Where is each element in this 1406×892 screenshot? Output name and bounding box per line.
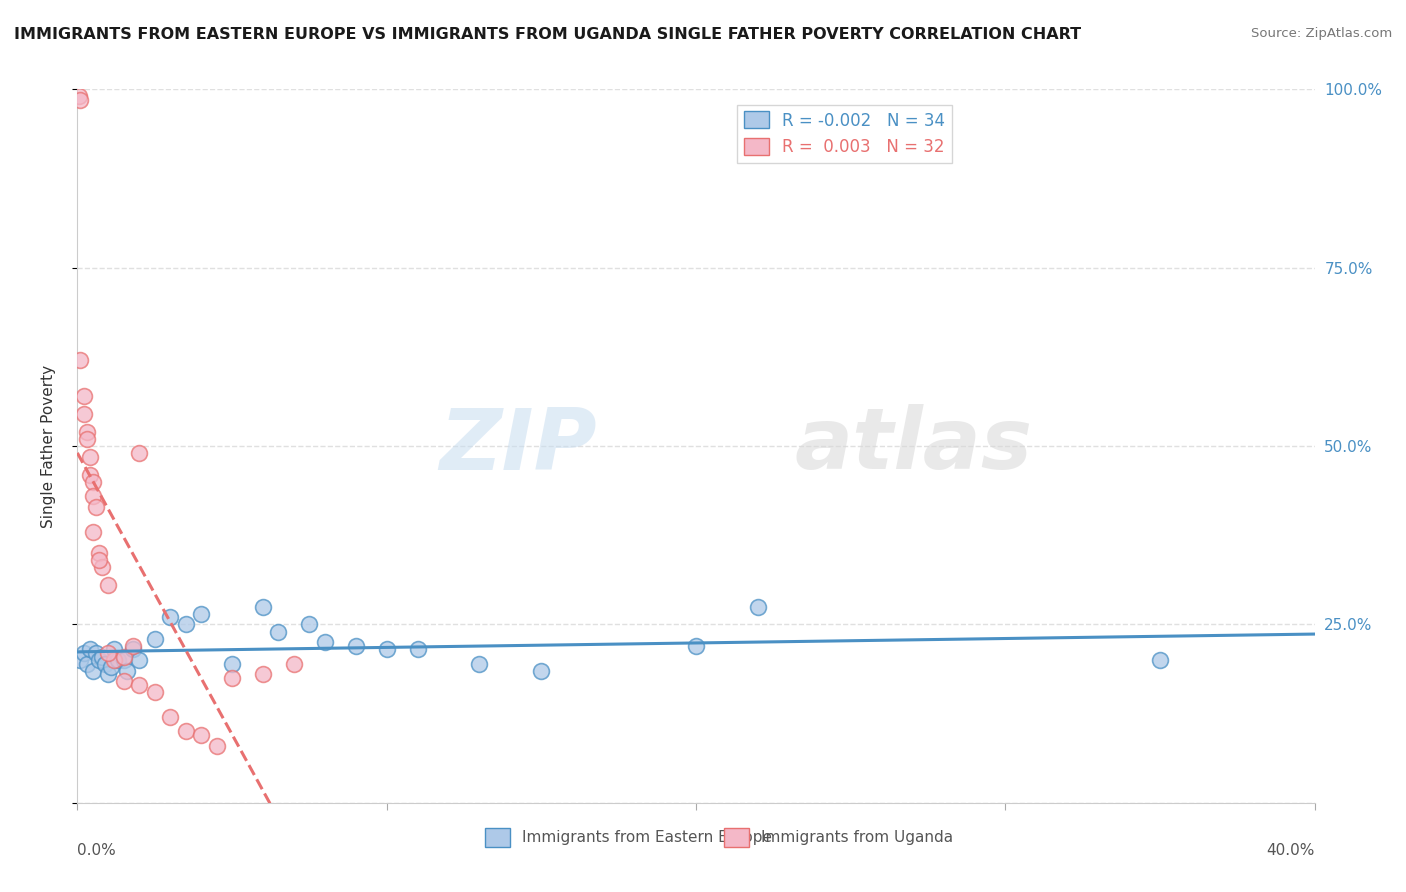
Point (298, 617, 321, 632)
Point (174, 617, 197, 632)
Point (190, 728, 212, 742)
Point (143, 685, 166, 699)
Point (69, 93, 91, 107)
Point (97, 646, 120, 660)
Point (82, 489, 104, 503)
Point (79, 467, 101, 482)
Point (82, 524, 104, 539)
Point (84, 500, 107, 514)
Point (103, 653, 125, 667)
Text: 0.0%: 0.0% (77, 843, 117, 858)
Legend: R = -0.002   N = 34, R =  0.003   N = 32: R = -0.002 N = 34, R = 0.003 N = 32 (737, 104, 952, 162)
Point (1149, 653, 1171, 667)
Text: Source: ZipAtlas.com: Source: ZipAtlas.com (1251, 27, 1392, 40)
Point (122, 639, 145, 653)
Point (205, 739, 228, 753)
Point (72, 646, 94, 660)
Text: IMMIGRANTS FROM EASTERN EUROPE VS IMMIGRANTS FROM UGANDA SINGLE FATHER POVERTY C: IMMIGRANTS FROM EASTERN EUROPE VS IMMIGR… (14, 27, 1081, 42)
Point (91, 560, 114, 574)
Text: 40.0%: 40.0% (1267, 843, 1315, 858)
Point (115, 664, 138, 678)
Point (221, 671, 243, 685)
Point (82, 664, 104, 678)
Point (79, 450, 101, 464)
Point (530, 664, 553, 678)
Point (112, 674, 135, 689)
Point (128, 678, 150, 692)
Point (314, 635, 336, 649)
Point (128, 653, 150, 667)
Point (72, 389, 94, 403)
Point (406, 642, 429, 657)
Point (159, 710, 181, 724)
Point (103, 642, 125, 657)
Point (344, 639, 367, 653)
Point (87, 546, 110, 560)
Point (122, 642, 145, 657)
Point (159, 610, 181, 624)
Point (69, 353, 91, 368)
Text: Immigrants from Eastern Europe: Immigrants from Eastern Europe (522, 830, 772, 845)
Point (221, 657, 243, 671)
Y-axis label: Single Father Poverty: Single Father Poverty (42, 365, 56, 527)
Point (76, 432, 98, 446)
Point (468, 657, 491, 671)
Point (87, 553, 110, 567)
Point (252, 667, 274, 681)
Point (685, 639, 707, 653)
Text: atlas: atlas (794, 404, 1033, 488)
Point (267, 624, 290, 639)
Point (375, 642, 398, 657)
Point (76, 425, 98, 439)
Point (76, 657, 98, 671)
Point (112, 653, 135, 667)
Point (174, 724, 197, 739)
Point (747, 599, 769, 614)
Point (143, 632, 166, 646)
Point (67, 89, 90, 103)
Point (97, 578, 120, 592)
Text: Immigrants from Uganda: Immigrants from Uganda (761, 830, 953, 845)
Point (190, 607, 212, 621)
Point (91, 649, 114, 664)
Point (100, 660, 122, 674)
Point (87, 653, 110, 667)
Text: ZIP: ZIP (439, 404, 598, 488)
Point (107, 653, 129, 667)
Point (84, 646, 107, 660)
Point (283, 657, 305, 671)
Point (69, 653, 91, 667)
Point (72, 407, 94, 421)
Point (94, 657, 117, 671)
Point (97, 667, 120, 681)
Point (79, 642, 101, 657)
Point (112, 649, 135, 664)
Point (252, 599, 274, 614)
Point (128, 446, 150, 460)
Point (82, 475, 104, 489)
